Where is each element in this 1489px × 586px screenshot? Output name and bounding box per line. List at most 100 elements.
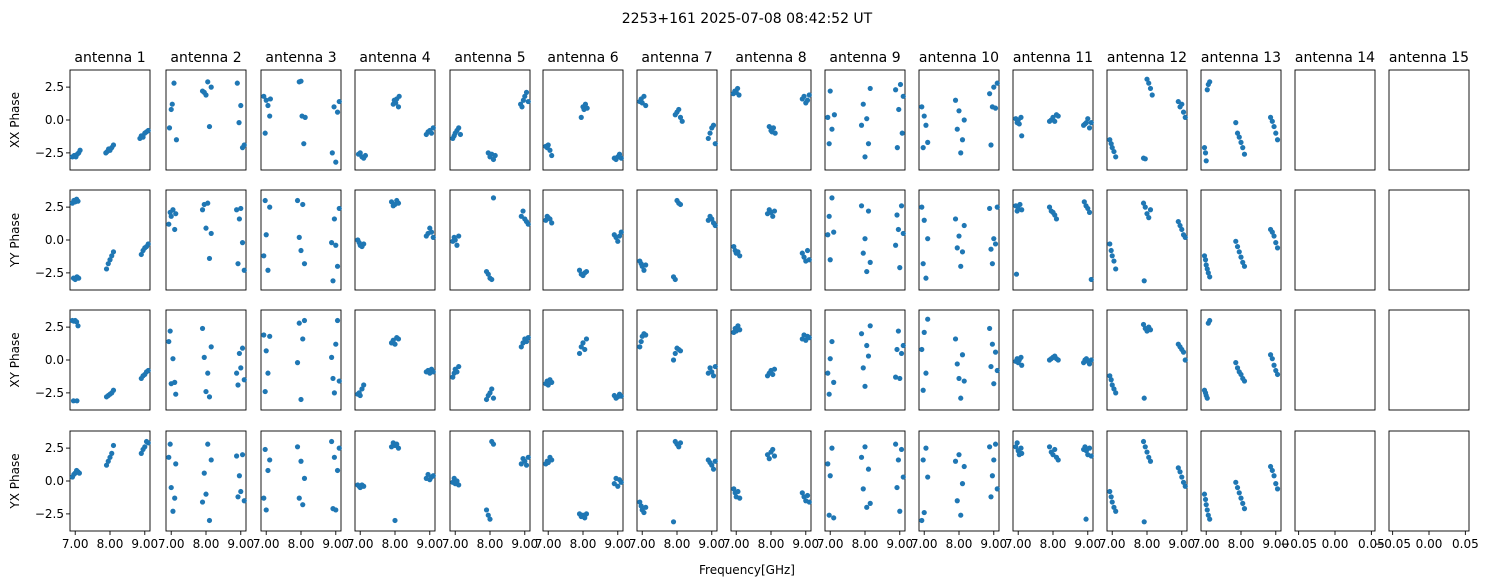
data-point: [994, 204, 1000, 210]
data-point: [583, 511, 590, 517]
data-point: [520, 97, 526, 103]
panel-frame: [1294, 309, 1376, 411]
x-tick-label: 7.00: [1099, 537, 1126, 551]
data-point: [731, 486, 737, 492]
data-point: [298, 458, 304, 464]
data-point: [1108, 377, 1114, 383]
data-point: [236, 216, 242, 222]
panel-frame: [542, 189, 624, 291]
data-point: [1274, 486, 1281, 492]
data-point: [867, 323, 873, 329]
data-point: [988, 246, 994, 252]
data-point: [203, 92, 209, 98]
data-point: [1204, 87, 1210, 93]
y-tick-label: 2.5: [45, 320, 64, 334]
x-tick-label: 7.00: [1193, 537, 1220, 551]
x-tick-label: 7.00: [535, 537, 562, 551]
data-point: [677, 114, 684, 120]
data-point: [168, 484, 174, 491]
data-point: [921, 113, 927, 119]
panel-title: antenna 3: [265, 50, 336, 66]
data-point: [637, 344, 643, 350]
data-point: [1019, 133, 1025, 139]
data-point: [518, 344, 524, 350]
data-point: [806, 499, 812, 505]
data-point: [582, 101, 589, 107]
data-point: [1086, 125, 1093, 131]
data-point: [831, 515, 837, 521]
data-point: [900, 474, 906, 480]
data-point: [361, 241, 367, 247]
data-point: [677, 348, 684, 354]
data-point: [919, 517, 925, 524]
data-point: [452, 237, 458, 243]
panel-frame: [918, 309, 1000, 411]
data-point: [359, 386, 365, 392]
data-point: [827, 356, 833, 362]
data-point: [1113, 390, 1119, 396]
x-tick-label: 8.00: [1040, 537, 1067, 551]
data-point: [1052, 212, 1058, 218]
panel-frame: [1294, 189, 1376, 291]
x-tick-label: 7.00: [62, 537, 89, 551]
panel-frame: [824, 309, 906, 411]
data-point: [737, 495, 743, 501]
data-point: [920, 457, 926, 463]
data-point: [961, 117, 967, 123]
data-point: [994, 486, 1000, 492]
data-point: [578, 114, 584, 120]
data-point: [1274, 371, 1281, 378]
data-point: [234, 207, 240, 213]
data-point: [336, 98, 342, 105]
x-tick-label: 9.00: [511, 537, 538, 551]
panel-frame: [1106, 69, 1188, 171]
data-point: [456, 363, 462, 370]
data-point: [865, 141, 872, 147]
data-point: [954, 126, 960, 132]
data-point: [298, 396, 304, 403]
x-tick-label: 8.00: [852, 537, 879, 551]
x-tick-label: 9.00: [322, 537, 349, 551]
data-point: [1111, 386, 1117, 392]
data-point: [201, 470, 207, 476]
data-point: [897, 81, 904, 88]
data-point: [618, 155, 624, 161]
data-point: [1182, 483, 1188, 489]
data-point: [1241, 151, 1248, 157]
row-ylabel: XY Phase: [8, 332, 22, 387]
x-tick-label: 8.00: [758, 537, 785, 551]
data-point: [670, 519, 677, 525]
data-point: [1273, 367, 1279, 374]
data-point: [1144, 76, 1150, 82]
data-point: [867, 85, 873, 92]
data-point: [294, 197, 301, 204]
data-point: [954, 498, 960, 504]
data-point: [900, 230, 906, 237]
data-point: [925, 236, 931, 242]
data-point: [766, 123, 772, 130]
data-point: [827, 473, 833, 479]
data-point: [923, 122, 929, 128]
data-point: [110, 387, 117, 393]
data-point: [1055, 457, 1061, 463]
data-point: [801, 254, 807, 260]
data-point: [236, 120, 242, 126]
data-point: [454, 478, 460, 484]
data-point: [925, 139, 931, 145]
data-point: [638, 503, 644, 509]
data-point: [490, 195, 497, 201]
data-point: [236, 473, 242, 479]
data-point: [827, 257, 833, 263]
data-point: [205, 200, 211, 206]
data-point: [454, 369, 460, 375]
data-point: [261, 332, 267, 338]
data-point: [263, 507, 269, 513]
panel-frame: [165, 189, 247, 291]
panel-frame: [636, 189, 718, 291]
data-point: [172, 495, 178, 501]
data-point: [205, 370, 211, 376]
data-point: [1182, 357, 1188, 363]
data-point: [522, 458, 528, 464]
data-point: [1273, 481, 1279, 487]
x-tick-label: 9.00: [1262, 537, 1289, 551]
